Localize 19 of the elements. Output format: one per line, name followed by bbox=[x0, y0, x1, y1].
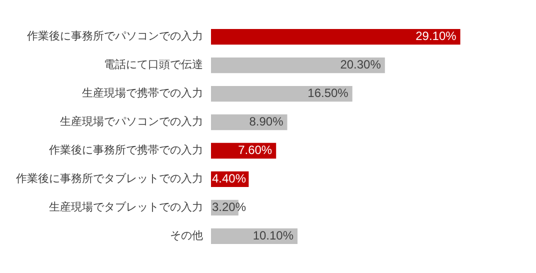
y-tick-label: 生産現場で携帯での入力 bbox=[82, 86, 203, 100]
bar bbox=[211, 29, 460, 45]
y-tick-label: 作業後に事務所でタブレットでの入力 bbox=[15, 172, 203, 186]
bar bbox=[211, 86, 352, 102]
data-label: 20.30% bbox=[340, 58, 382, 72]
data-label: 7.60% bbox=[238, 143, 272, 158]
data-label: 16.50% bbox=[308, 86, 349, 100]
y-tick-label: その他 bbox=[170, 229, 203, 242]
y-tick-label: 電話にて口頭で伝達 bbox=[104, 58, 203, 72]
y-tick-label: 作業後に事務所で携帯での入力 bbox=[48, 144, 203, 157]
data-label: 8.90% bbox=[249, 114, 284, 129]
data-label: 29.10% bbox=[416, 29, 457, 44]
y-tick-label: 生産現場でパソコンでの入力 bbox=[60, 115, 203, 128]
data-label: 3.20% bbox=[212, 200, 246, 214]
bar bbox=[211, 57, 385, 74]
data-label: 10.10% bbox=[252, 228, 294, 242]
data-label: 4.40% bbox=[212, 172, 246, 186]
y-tick-label: 生産現場でタブレットでの入力 bbox=[49, 200, 203, 214]
y-tick-label: 作業後に事務所でパソコンでの入力 bbox=[26, 30, 203, 43]
